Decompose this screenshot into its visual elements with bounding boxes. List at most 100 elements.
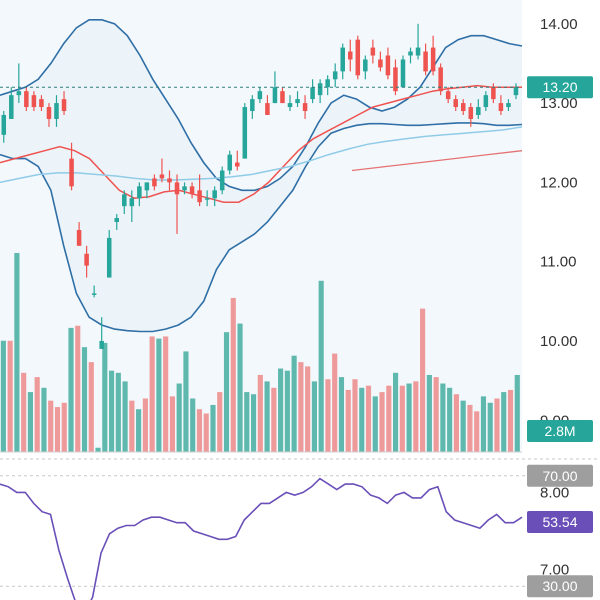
candle <box>423 43 428 76</box>
candle-body <box>393 67 398 92</box>
volume-bar <box>426 374 432 452</box>
moving-average-mid-line <box>0 126 523 184</box>
candle-body <box>325 79 330 88</box>
candle <box>9 87 14 119</box>
volume-bar <box>156 338 162 452</box>
candle-body <box>61 99 67 112</box>
candle-body <box>204 198 210 200</box>
rsi-axis-tick-label: 7.00 <box>540 562 569 579</box>
volume-bar <box>176 383 182 452</box>
volume-bar <box>7 340 13 452</box>
price-axis-tick-label: 13.00 <box>540 95 578 112</box>
volume-bar <box>115 372 121 452</box>
candle-body <box>513 87 519 96</box>
rsi-value-tag-background <box>527 511 593 533</box>
candle-body <box>227 154 232 171</box>
candle-body <box>31 95 37 108</box>
candle-body <box>408 51 413 56</box>
candlesticks[interactable] <box>1 23 519 349</box>
candle-body <box>219 170 225 191</box>
rsi-value-tag-label: 53.54 <box>542 514 577 530</box>
volume-bar <box>440 383 446 452</box>
last-volume-tag-background <box>527 420 593 442</box>
candle <box>204 190 210 207</box>
volume-bar <box>284 370 290 452</box>
last-volume-tag: 2.8M <box>527 420 593 442</box>
candle <box>167 170 172 191</box>
candle-body <box>91 293 97 295</box>
moving-averages <box>0 84 523 203</box>
moving-average-slow-line <box>351 150 523 172</box>
volume-bar <box>27 392 33 452</box>
candle <box>257 87 263 104</box>
bollinger-fill-area <box>0 19 522 332</box>
value-tags: 13.20 2.8M 70.00 53.54 30.00 <box>527 76 593 598</box>
candle <box>272 71 278 104</box>
candle <box>212 186 217 207</box>
candle <box>69 142 74 191</box>
volume-bar <box>514 374 520 452</box>
candle-body <box>24 91 29 108</box>
candle <box>498 95 504 115</box>
candle-body <box>152 178 157 187</box>
candle <box>174 174 180 234</box>
volume-bar <box>298 362 304 452</box>
volume-bar <box>467 404 473 452</box>
candle-body <box>445 91 451 100</box>
candle-body <box>272 87 278 104</box>
last-volume-tag-label: 2.8M <box>544 423 575 439</box>
candle <box>415 23 421 60</box>
candle-body <box>54 103 59 119</box>
candle <box>317 79 323 104</box>
candle <box>182 182 187 195</box>
volume-bar <box>433 377 439 452</box>
last-price-tag-label: 13.20 <box>542 79 577 95</box>
volume-bar <box>48 400 54 452</box>
volume-bar <box>88 362 94 452</box>
candle <box>355 35 361 80</box>
candle-body <box>430 47 436 72</box>
candle <box>325 75 330 96</box>
volume-bar <box>75 325 81 452</box>
volume-bar <box>453 394 459 452</box>
candle-body <box>9 95 14 119</box>
volume-bar <box>68 327 74 452</box>
last-price-tag-background <box>527 76 593 99</box>
candle-body <box>114 218 120 223</box>
price-axis-tick-label: 14.00 <box>540 16 578 33</box>
price-axis-tick-label: 10.00 <box>540 333 578 350</box>
candle-body <box>99 340 104 349</box>
candle-body <box>76 229 82 246</box>
rsi-oversold-tag-background <box>527 575 593 598</box>
volume-bar <box>163 336 169 452</box>
candle-body <box>280 91 285 104</box>
candle <box>340 43 345 80</box>
volume-bar <box>480 396 487 452</box>
rsi-oversold-tag: 30.00 <box>527 575 593 598</box>
candle-body <box>498 103 504 112</box>
volume-bar <box>338 377 345 452</box>
volume-bar <box>494 398 500 452</box>
candle <box>513 83 519 100</box>
candle <box>476 99 481 119</box>
candle <box>430 35 436 76</box>
candle-body <box>348 51 353 60</box>
candle <box>144 182 150 199</box>
candle <box>219 166 225 195</box>
candle <box>363 55 368 80</box>
candle <box>287 95 293 112</box>
candle-body <box>363 59 368 72</box>
candle <box>129 190 135 223</box>
candle-body <box>265 103 270 115</box>
candle-body <box>122 194 127 207</box>
candle <box>438 63 443 96</box>
rsi-panel: 8.00 7.00 <box>0 475 569 600</box>
candle <box>31 91 37 112</box>
candle <box>332 63 338 88</box>
price-axis-tick-label: 12.00 <box>540 174 578 191</box>
candle-body <box>295 99 300 104</box>
volume-bar <box>332 353 338 452</box>
candle <box>152 174 157 191</box>
candle-body <box>476 107 481 115</box>
